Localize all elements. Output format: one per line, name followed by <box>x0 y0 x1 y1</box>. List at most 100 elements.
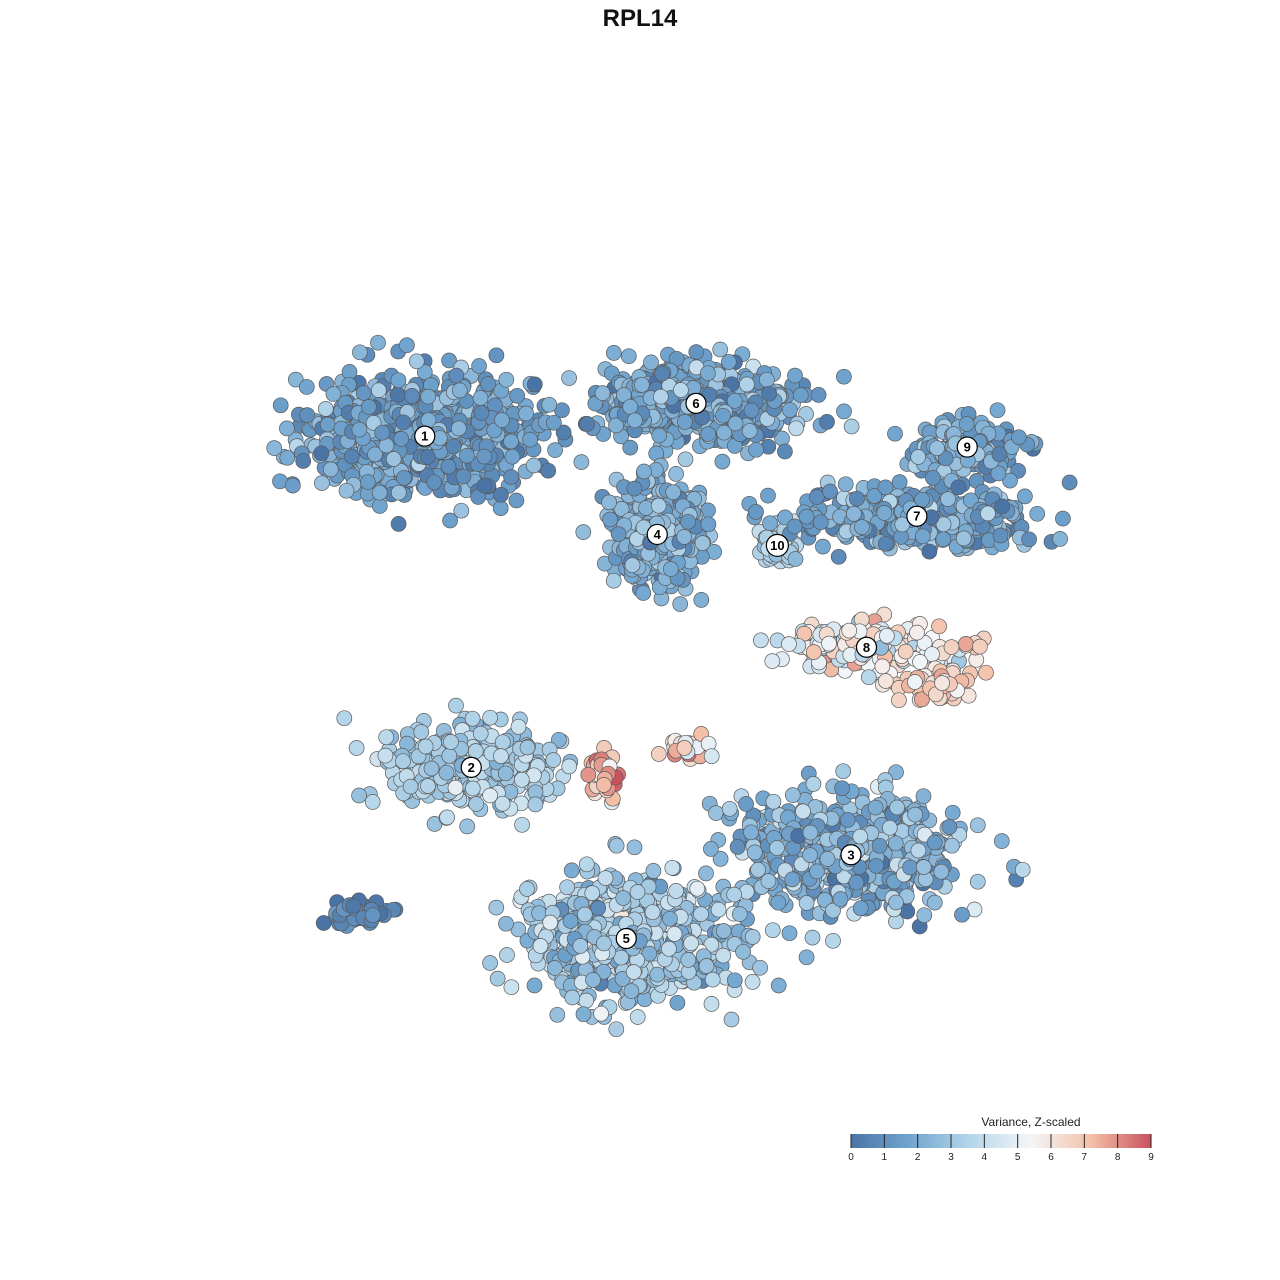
data-point <box>743 824 759 841</box>
data-point <box>926 894 943 911</box>
data-point <box>969 873 986 890</box>
data-point <box>661 940 677 957</box>
data-point <box>781 925 798 942</box>
data-point <box>815 538 831 555</box>
data-point <box>1061 474 1078 491</box>
data-point <box>673 382 689 398</box>
data-point <box>731 906 748 922</box>
data-point <box>934 675 950 691</box>
data-point <box>472 725 489 742</box>
data-point <box>503 469 519 485</box>
data-point <box>781 636 797 652</box>
data-point <box>715 407 731 424</box>
cluster-label-text: 6 <box>692 396 699 411</box>
data-point <box>937 450 954 467</box>
data-point <box>954 906 970 923</box>
data-point <box>891 692 907 709</box>
data-point <box>650 746 667 762</box>
data-point <box>279 420 295 437</box>
data-point <box>471 358 487 374</box>
legend-tick-label: 8 <box>1115 1152 1121 1163</box>
data-point <box>907 674 923 690</box>
data-point <box>605 572 622 589</box>
data-point <box>835 763 852 780</box>
data-point <box>450 420 467 437</box>
data-point <box>602 511 618 528</box>
data-point <box>710 901 727 918</box>
data-point <box>825 902 841 919</box>
data-point <box>519 881 535 897</box>
cluster-label-10: 10 <box>765 533 789 557</box>
data-point <box>522 431 538 448</box>
data-point <box>561 758 578 775</box>
data-point <box>595 963 612 980</box>
data-point <box>944 804 961 821</box>
data-point <box>378 729 395 746</box>
data-point <box>654 365 670 382</box>
data-point <box>748 441 764 458</box>
data-point <box>879 627 895 644</box>
data-point <box>498 915 514 932</box>
data-point <box>298 379 315 395</box>
data-point <box>610 526 627 542</box>
cluster-label-text: 8 <box>863 640 870 655</box>
data-point <box>836 368 852 385</box>
data-point <box>493 486 509 503</box>
data-point <box>546 960 563 976</box>
data-point <box>629 884 646 900</box>
data-point <box>596 935 612 952</box>
data-point <box>830 548 847 565</box>
legend-tick-label: 5 <box>1015 1152 1021 1163</box>
data-point <box>336 710 353 727</box>
data-point <box>416 364 433 381</box>
data-point <box>627 412 643 429</box>
data-point <box>547 442 563 458</box>
data-point <box>897 643 914 660</box>
data-point <box>715 923 732 939</box>
data-point <box>969 817 986 834</box>
data-point <box>703 936 720 953</box>
data-point <box>846 505 862 522</box>
data-point <box>579 416 596 432</box>
data-point <box>404 388 420 404</box>
data-point <box>912 654 928 670</box>
data-point <box>688 344 705 360</box>
data-point <box>443 734 459 750</box>
data-point <box>613 949 629 966</box>
data-point <box>703 996 720 1012</box>
data-point <box>459 818 476 835</box>
data-point <box>950 479 967 496</box>
data-point <box>786 518 803 535</box>
data-point <box>972 638 988 655</box>
data-point <box>990 465 1007 482</box>
data-point <box>488 899 505 916</box>
data-point <box>564 989 581 1006</box>
data-point <box>613 501 630 517</box>
data-point <box>508 492 525 509</box>
data-point <box>805 644 822 660</box>
data-point <box>625 964 642 980</box>
data-point <box>787 551 804 567</box>
data-point <box>476 477 493 494</box>
data-point <box>608 417 624 434</box>
data-point <box>852 900 869 917</box>
data-point <box>664 859 681 876</box>
data-point <box>662 561 679 577</box>
data-point <box>498 371 515 388</box>
data-point <box>451 382 468 399</box>
data-point <box>680 513 696 530</box>
data-point <box>940 491 956 507</box>
cluster-label-text: 10 <box>770 538 784 553</box>
data-point <box>693 906 709 922</box>
data-point <box>765 793 782 810</box>
data-point <box>402 778 419 795</box>
cluster-label-text: 3 <box>847 847 854 862</box>
data-point <box>626 480 643 497</box>
data-point <box>494 795 511 812</box>
data-point <box>1029 505 1046 522</box>
data-point <box>992 527 1009 544</box>
data-point <box>810 387 827 403</box>
data-point <box>499 947 515 963</box>
data-point <box>420 388 437 405</box>
